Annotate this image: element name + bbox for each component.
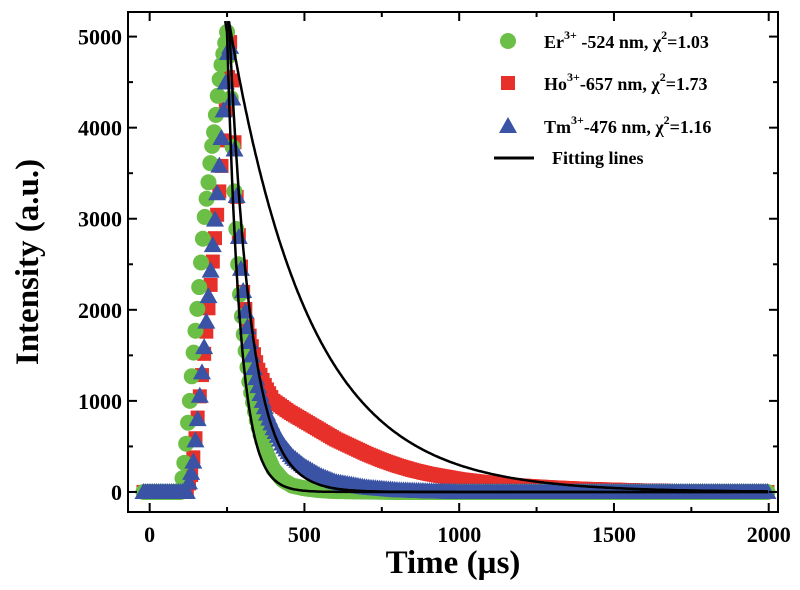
legend-entry: Tm3+-476 nm, χ2=1.16 xyxy=(499,113,711,137)
data-point xyxy=(201,301,216,316)
legend-marker xyxy=(500,33,516,49)
y-tick-label: 5000 xyxy=(78,25,122,50)
data-point xyxy=(178,435,195,452)
data-point xyxy=(179,473,198,490)
legend-entry: Er3+ -524 nm, χ2=1.03 xyxy=(500,28,709,52)
data-point xyxy=(180,414,197,431)
data-point xyxy=(191,279,208,296)
data-point xyxy=(196,208,213,225)
data-point xyxy=(199,287,218,304)
data-point xyxy=(186,431,205,448)
data-point xyxy=(205,210,224,227)
plot-frame xyxy=(127,11,779,513)
legend-entry: Ho3+-657 nm, χ2=1.73 xyxy=(501,70,707,94)
data-point xyxy=(194,230,211,247)
data-point xyxy=(181,392,198,409)
legend-label: Ho3+-657 nm, χ2=1.73 xyxy=(544,70,707,94)
data-point xyxy=(216,73,235,90)
y-axis-title: Intensity (a.u.) xyxy=(10,159,46,365)
data-point xyxy=(192,363,211,380)
data-point xyxy=(209,87,226,104)
legend-label: Er3+ -524 nm, χ2=1.03 xyxy=(544,28,709,52)
data-point xyxy=(185,344,202,361)
fit-line-ho xyxy=(227,20,769,493)
data-point xyxy=(183,368,200,385)
fit-line-tm xyxy=(226,20,769,494)
legend-entry: Fitting lines xyxy=(494,148,644,168)
data-point xyxy=(195,338,214,355)
data-layer xyxy=(134,20,777,500)
data-point xyxy=(214,101,233,118)
x-tick-label: 1500 xyxy=(592,522,636,547)
data-point xyxy=(210,156,229,173)
y-tick-label: 1000 xyxy=(78,389,122,414)
x-tick-label: 500 xyxy=(288,522,321,547)
legend: Er3+ -524 nm, χ2=1.03 Ho3+-657 nm, χ2=1.7… xyxy=(494,28,711,168)
x-tick-label: 0 xyxy=(144,522,155,547)
data-point xyxy=(203,236,222,253)
data-point xyxy=(182,463,201,480)
fitting-lines xyxy=(223,20,769,494)
legend-label: Tm3+-476 nm, χ2=1.16 xyxy=(544,113,711,137)
data-point xyxy=(201,261,220,278)
legend-marker xyxy=(501,76,515,90)
data-point xyxy=(200,174,217,191)
y-tick-label: 0 xyxy=(111,480,122,505)
data-point xyxy=(198,190,215,207)
y-tick-label: 4000 xyxy=(78,116,122,141)
x-tick-label: 1000 xyxy=(437,522,481,547)
legend-label: Fitting lines xyxy=(552,148,644,168)
data-point xyxy=(189,300,206,317)
data-point xyxy=(212,128,231,145)
x-axis-title: Time (µs) xyxy=(386,545,521,581)
ticks-layer: 0 500 1000 1500 2000 0 1000 2000 3000 4000 5000 xyxy=(78,12,791,547)
data-point xyxy=(203,277,218,292)
y-tick-label: 3000 xyxy=(78,207,122,232)
data-point xyxy=(208,184,227,201)
legend-marker xyxy=(499,117,517,133)
data-point xyxy=(184,452,203,469)
data-point xyxy=(188,410,207,427)
data-point xyxy=(177,482,196,499)
data-point xyxy=(193,254,210,271)
data-point xyxy=(190,386,209,403)
x-tick-label: 2000 xyxy=(747,522,791,547)
y-tick-label: 2000 xyxy=(78,298,122,323)
data-point xyxy=(197,312,216,329)
